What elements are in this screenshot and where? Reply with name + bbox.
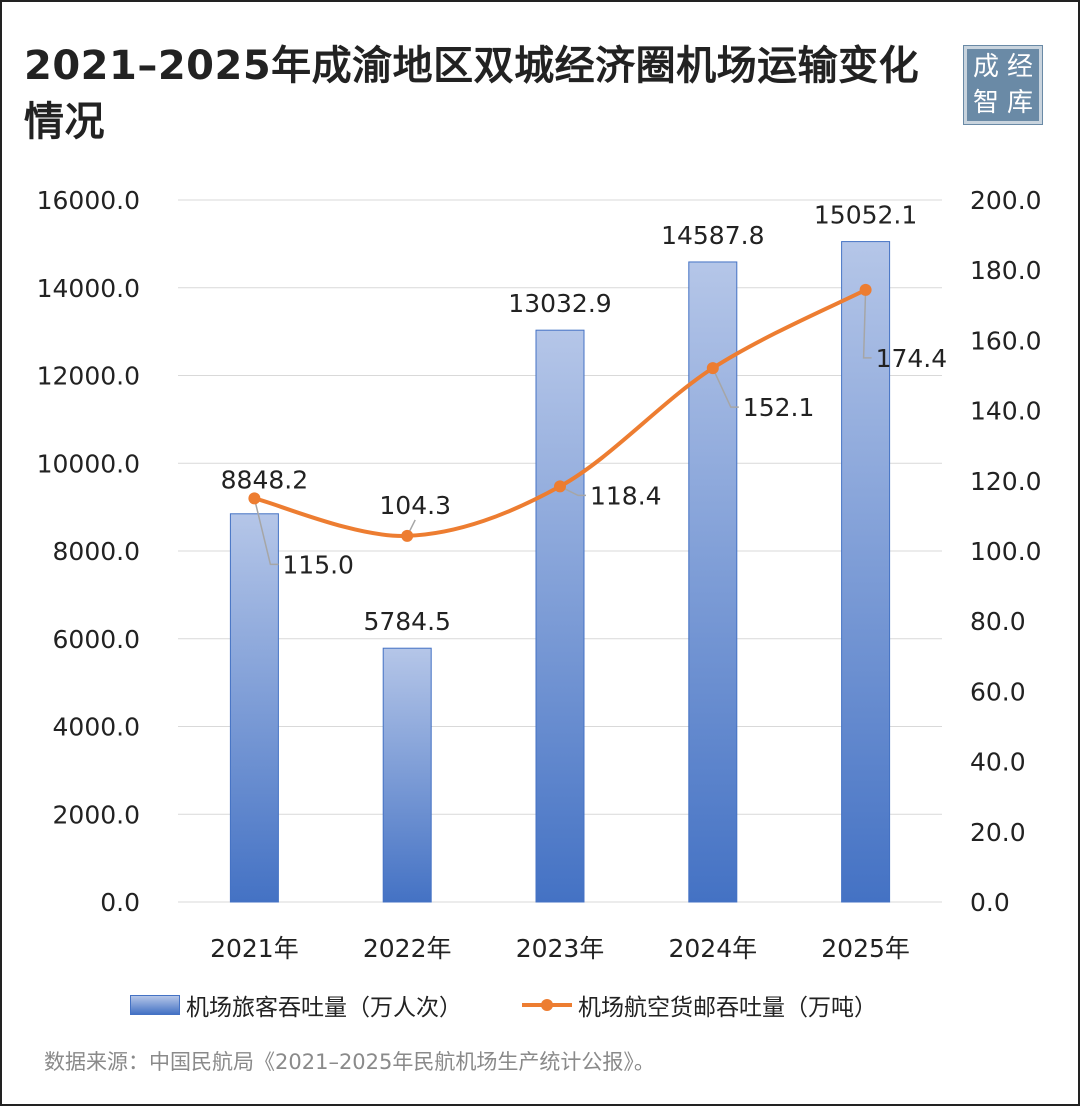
cargo-point [248, 492, 261, 505]
logo-char: 经 [1006, 52, 1033, 82]
cargo-value-label: 104.3 [379, 491, 451, 520]
bar-value-label: 8848.2 [221, 465, 308, 494]
y-left-tick-label: 8000.0 [53, 537, 140, 566]
cargo-value-label: 118.4 [590, 481, 662, 510]
y-right-tick-label: 0.0 [970, 888, 1010, 917]
legend-line-swatch [522, 995, 572, 1015]
y-left-tick-label: 10000.0 [37, 449, 140, 478]
legend-item-passengers: 机场旅客吞吐量（万人次） [130, 988, 462, 1022]
cargo-point [554, 480, 566, 493]
legend-label-cargo: 机场航空货邮吞吐量（万吨） [578, 995, 877, 1021]
y-right-tick-label: 40.0 [970, 748, 1026, 777]
passenger-bar [535, 329, 585, 903]
cargo-value-label: 115.0 [282, 550, 354, 579]
chart-legend: 机场旅客吞吐量（万人次） 机场航空货邮吞吐量（万吨） [130, 988, 877, 1022]
cargo-label-leader [862, 289, 872, 359]
legend-item-cargo: 机场航空货邮吞吐量（万吨） [522, 988, 877, 1022]
y-left-tick-label: 16000.0 [37, 186, 140, 215]
logo-char: 成 [972, 52, 999, 82]
logo-char: 智 [972, 88, 999, 118]
x-tick-label: 2023年 [516, 934, 605, 963]
y-right-tick-label: 60.0 [970, 677, 1026, 706]
y-right-tick-label: 180.0 [970, 256, 1042, 285]
cargo-value-label: 174.4 [876, 344, 948, 373]
bar-value-label: 15052.1 [814, 201, 917, 230]
legend-bar-swatch [130, 995, 180, 1015]
brand-logo: 成 经 智 库 [964, 46, 1042, 124]
cargo-label-leader [712, 367, 739, 408]
y-left-tick-label: 6000.0 [53, 625, 140, 654]
y-right-tick-label: 100.0 [970, 537, 1042, 566]
y-left-tick-label: 2000.0 [53, 800, 140, 829]
x-tick-label: 2024年 [668, 934, 757, 963]
x-tick-label: 2022年 [363, 934, 452, 963]
y-left-tick-label: 4000.0 [53, 713, 140, 742]
bar-value-label: 14587.8 [661, 221, 764, 250]
y-right-tick-label: 80.0 [970, 607, 1026, 636]
passenger-bar [841, 241, 891, 903]
cargo-point [706, 362, 719, 375]
y-left-tick-label: 12000.0 [37, 362, 140, 391]
cargo-point [859, 283, 872, 296]
y-right-tick-label: 120.0 [970, 467, 1042, 496]
passenger-bar [229, 513, 279, 903]
cargo-point [401, 529, 414, 542]
legend-label-passengers: 机场旅客吞吐量（万人次） [186, 995, 462, 1021]
data-source-note: 数据来源：中国民航局《2021–2025年民航机场生产统计公报》。 [44, 1050, 655, 1074]
cargo-value-label: 152.1 [743, 393, 815, 422]
cargo-label-leader [559, 485, 586, 497]
y-right-tick-label: 160.0 [970, 326, 1042, 355]
chart-title: 2021–2025年成渝地区双城经济圈机场运输变化情况 [24, 43, 920, 145]
y-left-tick-label: 14000.0 [37, 274, 140, 303]
logo-char: 库 [1006, 88, 1033, 118]
passenger-bar [382, 647, 432, 903]
y-right-tick-label: 140.0 [970, 397, 1042, 426]
x-tick-label: 2025年 [821, 934, 910, 963]
y-left-tick-label: 0.0 [100, 888, 140, 917]
bar-value-label: 13032.9 [508, 289, 611, 318]
x-tick-label: 2021年 [210, 934, 299, 963]
cargo-label-leader [253, 498, 279, 566]
bar-value-label: 5784.5 [363, 607, 450, 636]
y-right-tick-label: 200.0 [970, 186, 1042, 215]
y-right-tick-label: 20.0 [970, 818, 1026, 847]
